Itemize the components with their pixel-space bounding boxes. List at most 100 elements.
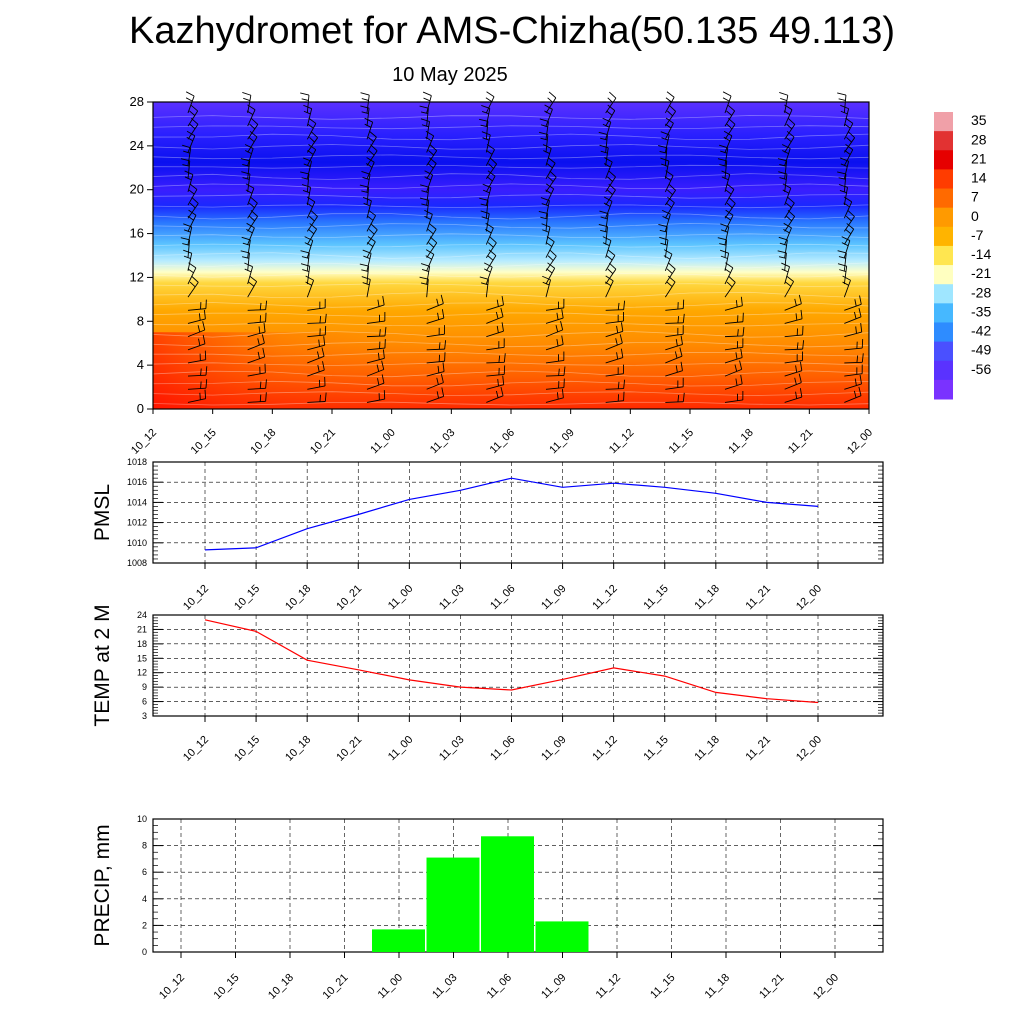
wind-barb-feather	[540, 124, 548, 128]
wind-barb-feather	[620, 348, 624, 358]
wind-barb-feather	[376, 364, 380, 372]
contour-line	[152, 125, 870, 130]
precip-bar	[535, 921, 589, 952]
wind-barb-feather	[799, 388, 803, 398]
wind-barb-feather	[318, 339, 320, 347]
x-tick-label: 10_18	[283, 734, 313, 764]
wind-barb-feather	[675, 365, 678, 373]
wind-barb	[307, 355, 325, 364]
wind-barb-feather	[438, 342, 441, 350]
wind-barb	[545, 268, 556, 285]
wind-barb	[545, 255, 557, 272]
wind-barb	[605, 342, 623, 351]
wind-barb-feather	[786, 215, 792, 222]
wind-barb-feather	[307, 123, 314, 129]
wind-barb-feather	[858, 307, 862, 317]
wind-barb-feather	[662, 209, 671, 215]
contour-line	[152, 370, 870, 378]
wind-barb-feather	[607, 268, 614, 274]
wind-barb-feather	[779, 91, 788, 96]
wind-barb-feather	[779, 164, 787, 167]
wind-barb-feather	[609, 91, 617, 99]
wind-barb-feather	[421, 124, 429, 128]
wind-barb-feather	[679, 347, 683, 357]
wind-barb	[247, 372, 266, 377]
contour-line	[152, 154, 870, 160]
x-tick-label: 11_00	[376, 972, 406, 1002]
colorbar-swatch	[934, 131, 953, 151]
wind-barb-feather	[308, 117, 317, 124]
wind-barb	[843, 252, 847, 271]
wind-barb-feather	[189, 123, 196, 130]
wind-barb-feather	[785, 202, 792, 208]
wind-barb	[247, 252, 250, 271]
wind-barb-feather	[561, 388, 564, 398]
wind-barb	[485, 108, 491, 127]
colorbar-swatch	[934, 207, 953, 228]
wind-barb	[664, 268, 676, 285]
wind-barb-feather	[779, 177, 787, 180]
wind-barb-feather	[180, 237, 190, 241]
wind-barb-feather	[795, 313, 798, 321]
wind-barb-feather	[661, 163, 668, 167]
wind-barb	[485, 227, 494, 245]
wind-barb-feather	[663, 255, 671, 260]
wind-barb-feather	[726, 281, 733, 288]
wind-barb	[724, 95, 732, 114]
contour-line	[152, 401, 870, 406]
wind-barb-feather	[202, 334, 206, 344]
wind-barb	[247, 148, 254, 166]
wind-barb-feather	[856, 355, 859, 363]
wind-barb-feather	[367, 236, 376, 243]
wind-barb	[665, 370, 683, 377]
contour-line	[152, 252, 870, 259]
wind-barb-feather	[500, 386, 504, 396]
wind-barb	[784, 396, 802, 403]
wind-barb	[306, 252, 310, 271]
wind-barb	[187, 318, 206, 324]
wind-barb-feather	[839, 269, 847, 272]
wind-barb	[187, 359, 206, 364]
wind-barb-feather	[422, 91, 432, 96]
wind-barb-feather	[303, 163, 311, 167]
wind-barb	[605, 189, 616, 206]
colorbar-swatch	[934, 188, 953, 209]
wind-barb-feather	[200, 368, 202, 376]
wind-barb-feather	[359, 184, 369, 188]
wind-barb-feather	[726, 202, 733, 209]
wind-barb-feather	[300, 92, 310, 96]
wind-barb	[426, 279, 429, 298]
wind-barb-feather	[668, 104, 676, 112]
wind-barb-feather	[183, 249, 192, 254]
wind-barb-feather	[479, 276, 489, 280]
wind-barb-feather	[547, 176, 554, 182]
wind-barb-feather	[364, 117, 373, 123]
wind-barb-feather	[482, 111, 489, 115]
wind-barb	[366, 187, 370, 206]
wind-barb-feather	[541, 203, 549, 207]
wind-barb	[187, 282, 199, 298]
wind-barb-feather	[501, 322, 504, 332]
wind-barb-feather	[308, 228, 315, 235]
surface-warm-layer	[153, 332, 869, 409]
wind-barb	[306, 173, 310, 192]
wind-barb-feather	[424, 215, 431, 220]
colorbar-label: -7	[971, 227, 984, 243]
y-tick-label: 4	[142, 894, 147, 904]
wind-barb	[605, 280, 614, 298]
wind-barb-feather	[363, 255, 371, 260]
wind-barb-feather	[838, 184, 848, 188]
wind-barb-feather	[555, 325, 559, 333]
wind-barb	[187, 147, 192, 166]
wind-barb-feather	[421, 203, 429, 207]
wind-barb	[247, 281, 258, 298]
wind-barb-feather	[787, 196, 795, 204]
wind-barb	[784, 303, 802, 311]
wind-barb	[247, 188, 255, 206]
wind-barb	[605, 240, 612, 258]
wind-barb	[366, 229, 378, 245]
chart-date: 10 May 2025	[392, 64, 508, 86]
wind-barb-feather	[786, 123, 793, 130]
x-tick-label: 11_00	[386, 734, 416, 764]
wind-barb-feather	[243, 97, 251, 101]
